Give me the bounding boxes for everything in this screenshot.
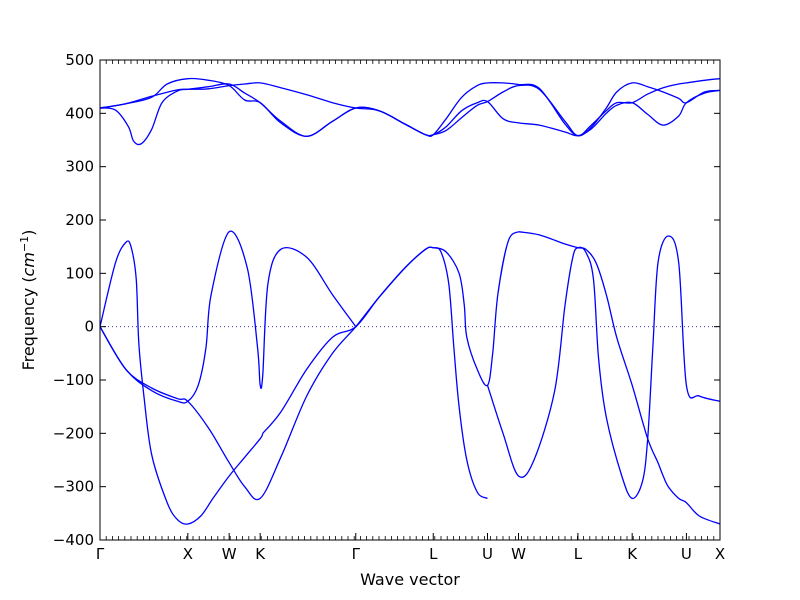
y-axis-label-unit: cm — [19, 252, 38, 276]
ytick-label-1: −300 — [53, 478, 94, 496]
xtick-label-6: U — [482, 545, 493, 563]
band-line-2 — [100, 77, 720, 137]
xtick-label-5: L — [429, 545, 438, 563]
xtick-label-4: Γ — [352, 545, 361, 563]
y-axis-label-suffix: ) — [19, 230, 38, 236]
y-axis-ticks: −400 −300 −200 −100 0 100 200 300 400 500 — [53, 51, 720, 549]
ytick-label-0: −400 — [53, 531, 94, 549]
xtick-label-1: X — [183, 545, 193, 563]
series-group — [100, 77, 720, 525]
band-line-3 — [100, 240, 264, 525]
xtick-label-9: K — [627, 545, 638, 563]
xtick-label-11: X — [715, 545, 725, 563]
ytick-label-7: 300 — [65, 158, 94, 176]
ytick-label-6: 200 — [65, 211, 94, 229]
y-axis-label-prefix: Frequency ( — [19, 276, 38, 370]
band-line-1 — [100, 82, 720, 137]
band-line-7 — [486, 235, 720, 500]
xtick-label-7: W — [511, 545, 526, 563]
ytick-label-2: −200 — [53, 424, 94, 442]
band-line-5 — [100, 246, 488, 501]
ytick-label-3: −100 — [53, 371, 94, 389]
ytick-label-9: 500 — [65, 51, 94, 69]
xtick-label-0: Γ — [96, 545, 105, 563]
xtick-label-10: U — [681, 545, 692, 563]
ytick-label-5: 100 — [65, 264, 94, 282]
ytick-label-4: 0 — [84, 318, 94, 336]
band-line-6 — [262, 231, 519, 434]
plot-background — [100, 60, 720, 540]
y-axis-label: Frequency (cm−1) — [18, 230, 38, 371]
band-line-4 — [100, 230, 357, 404]
x-axis-label: Wave vector — [360, 570, 460, 589]
ytick-label-8: 400 — [65, 104, 94, 122]
xtick-label-3: K — [255, 545, 266, 563]
xtick-label-2: W — [222, 545, 237, 563]
xtick-label-8: L — [574, 545, 583, 563]
y-axis-label-exponent: −1 — [18, 236, 31, 252]
band-line-8 — [518, 231, 720, 525]
plot-frame — [99, 59, 721, 541]
